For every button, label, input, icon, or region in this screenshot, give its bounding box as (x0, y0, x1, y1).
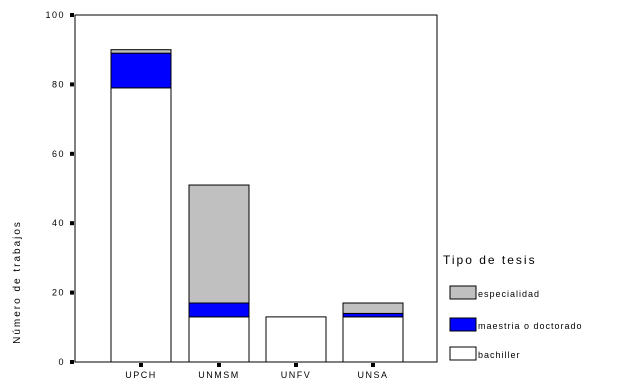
x-tick-mark (371, 363, 375, 367)
bar-segment-bachiller-unsa (342, 316, 404, 363)
bar-segment-bachiller-upch (110, 87, 172, 363)
x-tick-label: UNMSM (198, 370, 240, 380)
legend-label-especialidad: especialidad (478, 289, 540, 299)
bar-segment-bachiller-unfv (265, 316, 327, 363)
y-tick-label: 80 (52, 79, 65, 89)
legend-swatch-bachiller (449, 346, 477, 361)
bar-segment-maestria-o-doctorado-unmsm (188, 302, 250, 318)
x-tick-label: UNFV (281, 370, 312, 380)
legend: Tipo de tesis especialidad maestria o doc… (443, 253, 583, 361)
legend-label-bachiller: bachiller (478, 350, 521, 360)
legend-label-maestria-o-doctorado: maestria o doctorado (478, 321, 583, 331)
y-tick-label: 0 (58, 357, 65, 367)
bar-segment-especialidad-upch (110, 49, 172, 54)
y-tick-mark (70, 151, 74, 156)
x-tick-mark (139, 363, 143, 367)
x-tick-mark (294, 363, 298, 367)
y-tick-mark (70, 82, 74, 87)
y-tick-mark (70, 290, 74, 295)
y-tick-label: 40 (52, 218, 65, 228)
bar-segment-bachiller-unmsm (188, 316, 250, 363)
x-tick-mark (217, 363, 221, 367)
x-tick-label: UNSA (357, 370, 388, 380)
y-tick-mark (70, 13, 74, 17)
bar-segment-especialidad-unsa (342, 302, 404, 314)
x-tick-label: UPCH (125, 370, 157, 380)
y-tick-mark (70, 360, 74, 364)
y-tick-label: 100 (45, 10, 65, 20)
bar-segment-especialidad-unmsm (188, 184, 250, 304)
legend-swatch-maestria-o-doctorado (449, 317, 477, 332)
bar-segment-maestria-o-doctorado-upch (110, 52, 172, 89)
legend-swatch-especialidad (449, 285, 477, 300)
y-axis: 0 20 40 60 80 100 (45, 10, 74, 367)
y-axis-title: Número de trabajos (12, 220, 23, 344)
y-tick-label: 20 (52, 288, 65, 298)
y-tick-mark (70, 221, 74, 226)
legend-title: Tipo de tesis (443, 253, 537, 267)
bar-segment-maestria-o-doctorado-unsa (342, 312, 404, 318)
x-axis: UPCH UNMSM UNFV UNSA (125, 363, 388, 380)
y-tick-label: 60 (52, 149, 65, 159)
bars (110, 49, 404, 363)
